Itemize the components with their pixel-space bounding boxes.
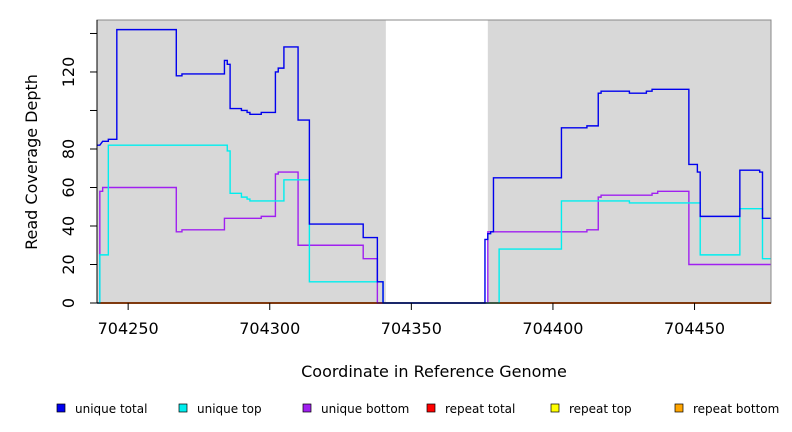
y-tick-label: 80 [59,139,78,159]
legend-swatch [302,403,312,413]
legend-swatch [178,403,188,413]
series-line-unique-bottom [97,171,771,304]
legend-label: unique top [197,402,262,416]
legend-item-repeat-bottom: repeat bottom [674,402,779,416]
legend-item-unique-total: unique total [56,402,147,416]
x-tick-label: 704400 [522,319,583,338]
series-line-unique-total [97,28,771,304]
y-tick-label: 20 [59,254,78,274]
shaded-regions [97,20,771,303]
legend: unique total unique top unique bottom repea… [56,402,779,416]
y-tick-label: 40 [59,216,78,236]
legend-item-unique-top: unique top [178,402,262,416]
y-tick-label: 60 [59,177,78,197]
legend-label: repeat total [445,402,515,416]
x-tick-label: 704350 [381,319,442,338]
x-tick-label: 704300 [239,319,300,338]
x-tick-label: 704250 [98,319,159,338]
legend-swatch [674,403,684,413]
shaded-region-2 [487,20,771,303]
legend-item-repeat-top: repeat top [550,402,632,416]
legend-label: repeat bottom [693,402,779,416]
y-axis-label: Read Coverage Depth [22,74,41,250]
legend-item-repeat-total: repeat total [426,402,515,416]
legend-swatch [550,403,560,413]
y-tick-label: 0 [59,298,78,308]
y-tick-label: 120 [59,57,78,88]
legend-swatch [426,403,436,413]
legend-label: unique total [75,402,147,416]
x-axis: 704250 704300 704350 704400 704450 [97,302,771,338]
series-line-unique-top [97,144,771,304]
legend-label: unique bottom [321,402,409,416]
x-tick-label: 704450 [664,319,725,338]
legend-label: repeat top [569,402,632,416]
legend-swatch [56,403,66,413]
plot-background [97,20,771,303]
legend-item-unique-bottom: unique bottom [302,402,409,416]
shaded-region-1 [97,20,386,303]
x-axis-label: Coordinate in Reference Genome [301,362,567,381]
y-axis: 0 20 40 60 80 120 [59,20,98,308]
